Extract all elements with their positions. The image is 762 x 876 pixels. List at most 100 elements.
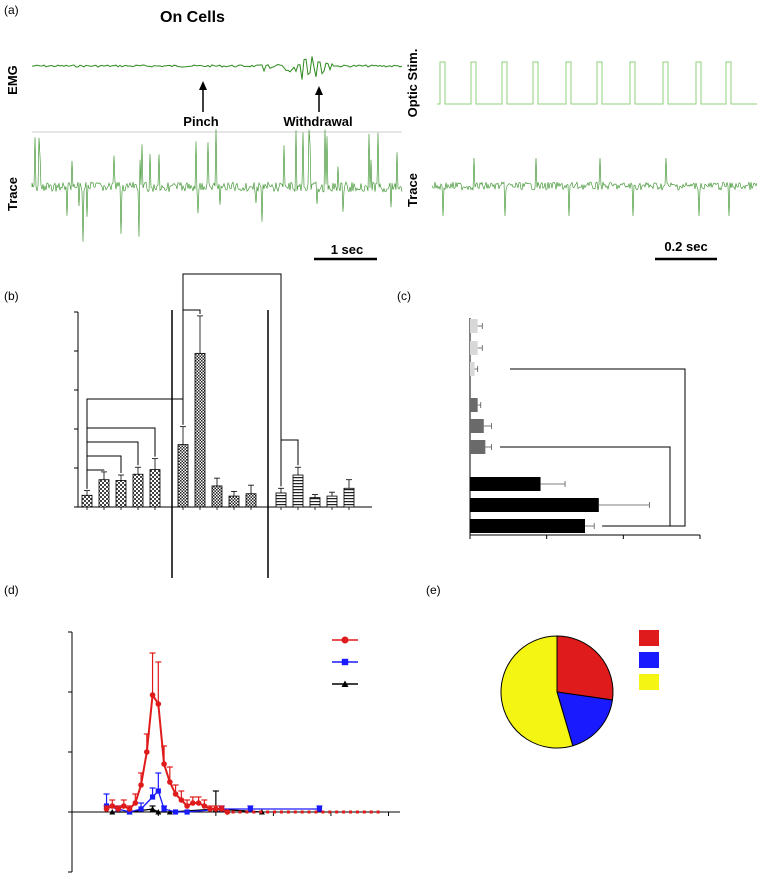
d-baseline-point xyxy=(328,810,332,814)
pinch-label: Pinch xyxy=(183,114,218,129)
d-point xyxy=(155,701,162,707)
spike-trace-left xyxy=(31,129,403,242)
d-point xyxy=(120,803,127,809)
panel-d-label: (d) xyxy=(4,583,19,597)
d-point xyxy=(155,788,161,794)
d-point xyxy=(138,806,144,812)
panel-c-label: (c) xyxy=(397,289,411,303)
withdrawal-label: Withdrawal xyxy=(283,114,352,129)
d-point xyxy=(109,809,116,815)
d-point xyxy=(161,761,167,767)
d-point xyxy=(103,806,110,812)
d-baseline-point xyxy=(342,810,346,814)
chart-c xyxy=(469,318,701,539)
d-point xyxy=(167,779,173,785)
optic-stim-trace xyxy=(437,61,757,105)
d-point xyxy=(201,803,208,809)
c-bar xyxy=(470,477,541,491)
c-bar xyxy=(470,419,484,433)
pinch-arrow xyxy=(199,81,207,112)
scale-bar-left-label: 1 sec xyxy=(331,242,364,257)
scale-bar-right-label: 0.2 sec xyxy=(664,239,707,254)
d-point xyxy=(132,800,139,806)
d-point xyxy=(316,806,323,812)
d-baseline-point xyxy=(362,810,366,814)
b-bar xyxy=(228,495,240,508)
d-baseline-point xyxy=(293,810,297,814)
b-bar xyxy=(115,480,127,508)
d-point xyxy=(195,800,202,806)
e-pie-slice xyxy=(500,635,574,749)
d-baseline-point xyxy=(266,810,270,814)
b-bar xyxy=(292,474,304,508)
trace-label-left: Trace xyxy=(5,177,20,211)
b-bar xyxy=(275,492,287,508)
d-point xyxy=(172,809,179,815)
d-baseline-point xyxy=(376,810,380,814)
b-bar xyxy=(194,352,206,508)
d-point xyxy=(213,806,219,812)
panel-a-label: (a) xyxy=(4,3,19,17)
panel-b-label: (b) xyxy=(4,289,19,303)
d-point xyxy=(149,794,156,800)
d-point xyxy=(155,809,162,815)
c-bar xyxy=(470,319,478,333)
d-baseline-point xyxy=(335,810,339,814)
d-legend-marker xyxy=(341,658,349,666)
d-baseline-point xyxy=(307,810,311,814)
d-baseline-point xyxy=(252,810,256,814)
b-significance-bracket xyxy=(182,273,282,487)
b-significance-bracket xyxy=(280,439,299,487)
d-point xyxy=(247,806,253,812)
b-bar xyxy=(309,497,321,508)
d-baseline-point xyxy=(273,810,277,814)
c-bar xyxy=(470,440,486,454)
d-point xyxy=(126,809,133,815)
d-point xyxy=(184,809,190,815)
chart-e xyxy=(500,630,659,749)
emg-label: EMG xyxy=(5,65,20,95)
d-point xyxy=(115,806,121,812)
panel-e-label: (e) xyxy=(426,583,441,597)
d-point xyxy=(178,797,185,803)
e-pie-slice xyxy=(556,635,614,701)
d-baseline-point xyxy=(231,810,235,814)
d-point xyxy=(149,806,156,812)
b-bar xyxy=(326,495,338,508)
panel-a-title: On Cells xyxy=(160,9,225,26)
chart-b xyxy=(74,273,372,578)
emg-trace xyxy=(31,56,403,80)
d-point xyxy=(126,806,133,812)
d-baseline-point xyxy=(238,810,242,814)
e-legend-swatch xyxy=(639,652,659,668)
d-baseline-point xyxy=(349,810,353,814)
withdrawal-arrow xyxy=(315,86,323,112)
e-legend-swatch xyxy=(639,630,659,646)
d-baseline-point xyxy=(279,810,283,814)
d-series-line xyxy=(106,692,228,813)
c-bar xyxy=(470,498,599,512)
trace-label-right: Trace xyxy=(405,173,420,207)
e-legend-swatch xyxy=(639,674,659,690)
spike-trace-right xyxy=(431,157,758,217)
d-legend-marker xyxy=(341,636,349,644)
d-point xyxy=(161,806,167,812)
c-significance-bracket xyxy=(500,446,671,527)
b-bar xyxy=(343,487,355,508)
b-bar xyxy=(149,469,161,508)
d-point xyxy=(224,809,231,815)
d-legend-marker xyxy=(341,680,349,687)
b-bar xyxy=(132,473,144,508)
d-point xyxy=(138,782,144,788)
d-baseline-point xyxy=(321,810,325,814)
c-bar xyxy=(470,398,478,412)
d-point xyxy=(190,800,196,806)
panel-a: (a) On Cells EMG Trace Optic Stim. Trace… xyxy=(4,3,758,261)
d-point xyxy=(144,749,150,755)
b-significance-bracket xyxy=(86,441,139,489)
d-baseline-point xyxy=(300,810,304,814)
b-bar xyxy=(81,494,93,508)
d-baseline-point xyxy=(355,810,359,814)
chart-d xyxy=(68,631,400,873)
